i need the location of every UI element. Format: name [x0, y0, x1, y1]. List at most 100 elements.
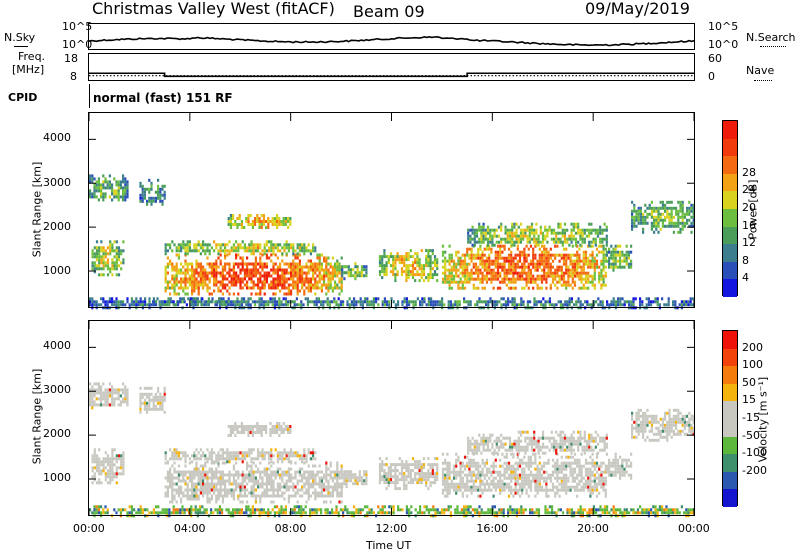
colorbar-segment — [723, 401, 737, 419]
colorbar-segment — [723, 366, 737, 384]
x-tick-label: 00:00 — [73, 522, 105, 535]
velocity-panel-frame — [88, 320, 695, 516]
nsearch-label: N.Search — [746, 31, 796, 44]
colorbar-segment — [723, 454, 737, 472]
nsky-label: N.Sky — [4, 31, 36, 44]
velocity-colorbar — [722, 330, 738, 507]
nave-tick-high: 60 — [708, 52, 722, 65]
x-tick-label: 20:00 — [577, 522, 609, 535]
velocity-region-10 — [605, 452, 633, 480]
cpid-value: normal (fast) 151 RF — [93, 91, 233, 105]
power-region-6 — [227, 214, 292, 229]
velocity-ytick-1000: 1000 — [43, 471, 71, 484]
colorbar-segment — [723, 348, 737, 367]
colorbar-segment — [723, 208, 737, 227]
colorbar-segment — [723, 279, 737, 297]
colorbar-tick-label: 12 — [742, 236, 756, 250]
power-colorbar — [722, 120, 738, 297]
power-region-10 — [467, 222, 608, 247]
x-axis-label: Time UT — [366, 539, 412, 552]
colorbar-tick-label: 20 — [742, 201, 756, 214]
colorbar-tick-label: 50 — [742, 375, 756, 389]
freq-series-line — [89, 72, 694, 78]
power-region-4 — [164, 253, 343, 296]
velocity-ytick-3000: 3000 — [43, 383, 71, 396]
colorbar-segment — [723, 226, 737, 245]
colorbar-segment — [723, 138, 737, 157]
x-tick-label: 12:00 — [375, 522, 408, 535]
date-label: 09/May/2019 — [585, 0, 690, 18]
freq-label-1: Freq. — [18, 50, 46, 63]
power-region-5 — [164, 240, 317, 256]
colorbar-segment — [723, 121, 737, 139]
colorbar-segment — [723, 383, 737, 402]
velocity-region-0 — [89, 382, 129, 410]
colorbar-segment — [723, 471, 737, 490]
velocity-region-3 — [164, 461, 343, 504]
power-region-2 — [139, 178, 166, 206]
colorbar-segment — [723, 331, 737, 349]
colorbar-tick-label: -15 — [742, 411, 760, 424]
colorbar-tick-label: 200 — [742, 340, 763, 354]
power-ytick-3000: 3000 — [43, 176, 71, 189]
power-region-9 — [441, 244, 607, 290]
colorbar-tick-label: -50 — [742, 428, 760, 442]
power-ytick-1000: 1000 — [43, 264, 71, 277]
nsearch-legend-line — [760, 46, 786, 47]
nave-label: Nave — [746, 64, 775, 77]
colorbar-segment — [723, 418, 737, 437]
freq-panel — [88, 53, 695, 81]
colorbar-tick-label: -200 — [742, 463, 767, 477]
colorbar-segment — [723, 173, 737, 192]
colorbar-tick-label: 15 — [742, 393, 756, 407]
x-tick-label: 16:00 — [476, 522, 509, 535]
x-tick-label: 00:00 — [678, 522, 710, 535]
freq-label-2: [MHz] — [12, 63, 45, 76]
velocity-region-4 — [164, 448, 317, 464]
noise-tick-right-high: 10^5 — [708, 20, 739, 33]
power-region-1 — [91, 240, 125, 277]
velocity-ytick-2000: 2000 — [43, 427, 71, 440]
power-region-11 — [605, 244, 633, 272]
velocity-region-11 — [631, 408, 695, 442]
velocity-region-1 — [91, 448, 125, 485]
cpid-label: CPID — [8, 91, 38, 104]
power-ytick-4000: 4000 — [43, 131, 71, 144]
station-title: Christmas Valley West (fitACF) — [92, 0, 335, 18]
power-region-0 — [89, 174, 129, 202]
velocity-region-6 — [341, 470, 368, 489]
colorbar-segment — [723, 436, 737, 455]
colorbar-tick-label: 4 — [742, 271, 749, 285]
colorbar-tick-label: 100 — [742, 358, 763, 372]
power-panel-frame — [88, 112, 695, 308]
power-ytick-2000: 2000 — [43, 220, 71, 233]
x-tick-label: 08:00 — [274, 522, 307, 535]
colorbar-tick-label: 8 — [742, 253, 749, 267]
freq-tick-low: 8 — [70, 70, 77, 83]
nsky-series-line — [88, 35, 695, 47]
power-region-13 — [89, 297, 694, 310]
power-region-8 — [378, 249, 439, 283]
velocity-region-9 — [467, 430, 608, 455]
colorbar-segment — [723, 261, 737, 280]
velocity-region-7 — [378, 457, 439, 491]
colorbar-segment — [723, 156, 737, 174]
freq-tick-high: 18 — [64, 52, 78, 65]
velocity-region-2 — [139, 386, 166, 414]
colorbar-segment — [723, 191, 737, 209]
colorbar-tick-label: 28 — [742, 165, 756, 179]
colorbar-tick-label: 16 — [742, 218, 756, 232]
nsky-legend-line — [14, 46, 28, 47]
velocity-region-5 — [227, 422, 292, 437]
noise-tick-left-high: 10^5 — [62, 20, 93, 33]
colorbar-segment — [723, 244, 737, 262]
power-region-12 — [631, 200, 695, 234]
velocity-ytick-4000: 4000 — [43, 339, 71, 352]
nave-legend-line — [754, 80, 772, 81]
cpid-marker — [89, 84, 90, 108]
colorbar-segment — [723, 489, 737, 507]
velocity-region-8 — [441, 452, 607, 498]
colorbar-tick-label: 24 — [742, 183, 756, 197]
noise-tick-right-low: 10^0 — [708, 38, 739, 51]
